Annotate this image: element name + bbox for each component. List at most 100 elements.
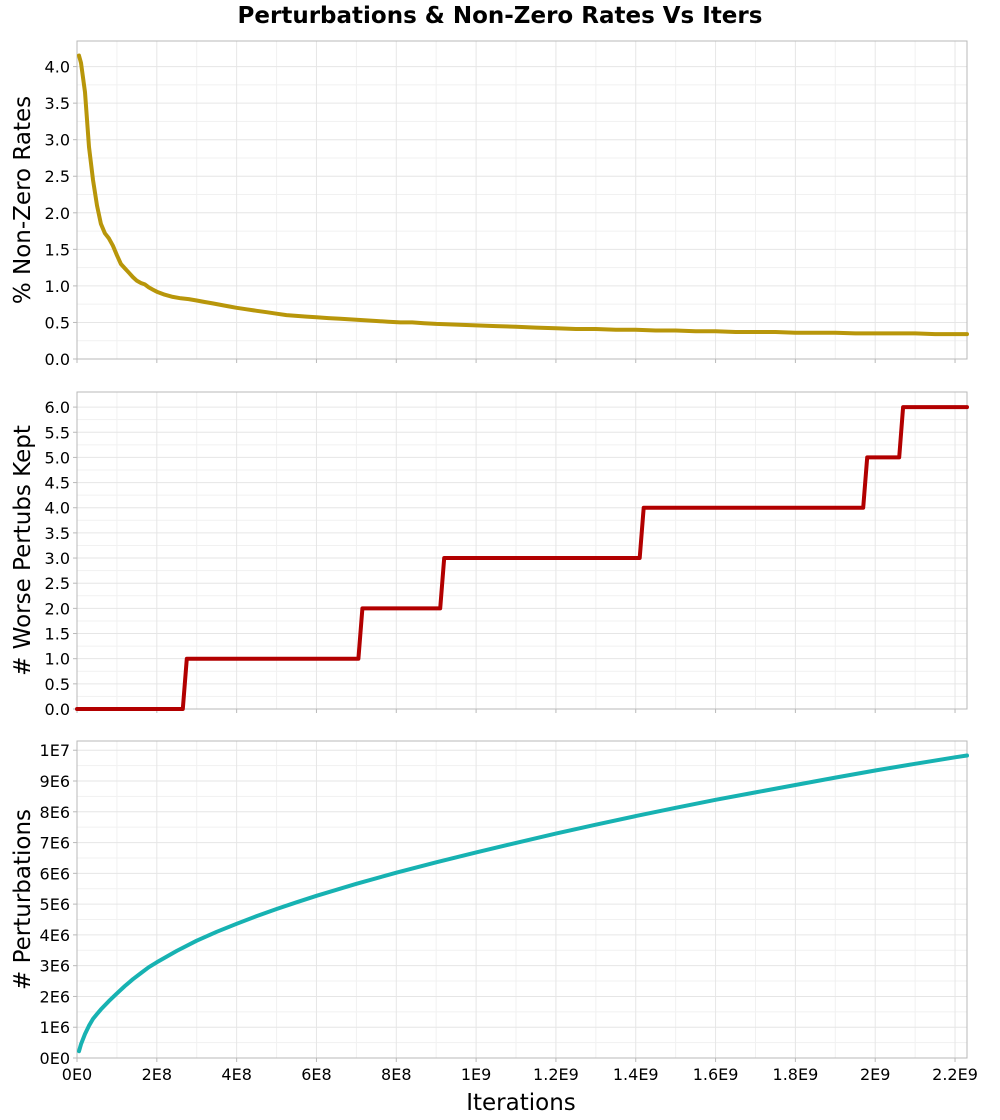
- data-point: [754, 331, 757, 334]
- data-point: [155, 290, 158, 293]
- data-point: [255, 309, 258, 312]
- y-tick-label: 0E0: [40, 1049, 70, 1068]
- data-point: [475, 851, 478, 854]
- x-tick-label: 6E8: [301, 1065, 331, 1084]
- data-point: [654, 329, 657, 332]
- y-tick-label: 8E6: [40, 803, 70, 822]
- y-tick-label: 1.5: [45, 240, 70, 259]
- data-point: [295, 901, 298, 904]
- data-point: [455, 323, 458, 326]
- plot-panels: 0.0 0.5 1.0 1.5 2.0 2.5 3.0 3.5 4.0 % Non-Zero Ra…: [10, 40, 978, 1084]
- y-tick-label: 0.0: [45, 350, 70, 369]
- y-tick-label: 2.0: [45, 204, 70, 223]
- panel-nonzero-rate: 0.0 0.5 1.0 1.5 2.0 2.5 3.0 3.5 4.0 % Non-Zero Ra…: [10, 40, 969, 369]
- data-point: [219, 303, 222, 306]
- data-point: [131, 276, 134, 279]
- data-point: [80, 1043, 83, 1046]
- y-tick-label: 4.5: [45, 474, 70, 493]
- data-point: [554, 832, 557, 835]
- data-point: [185, 657, 188, 660]
- data-point: [914, 332, 917, 335]
- data-point: [423, 322, 426, 325]
- data-point: [107, 1000, 110, 1003]
- data-point: [361, 607, 364, 610]
- data-point: [966, 754, 969, 757]
- data-point: [854, 332, 857, 335]
- x-tick-label: 0E0: [62, 1065, 92, 1084]
- x-tick-label: 2.2E9: [932, 1065, 978, 1084]
- y-tick-label: 2.5: [45, 167, 70, 186]
- data-point: [135, 279, 138, 282]
- data-point: [139, 282, 142, 285]
- data-point: [794, 331, 797, 334]
- data-point: [88, 1024, 91, 1027]
- data-point: [181, 708, 184, 711]
- data-point: [175, 949, 178, 952]
- y-axis-label: # Worse Pertubs Kept: [10, 425, 36, 676]
- data-point: [96, 1013, 99, 1016]
- data-point: [99, 1008, 102, 1011]
- data-point: [475, 324, 478, 327]
- y-tick-label: 1.0: [45, 277, 70, 296]
- y-tick-label: 4.0: [45, 58, 70, 77]
- data-point: [363, 319, 366, 322]
- data-point: [574, 328, 577, 331]
- data-point: [80, 61, 83, 64]
- x-tick-label: 4E8: [221, 1065, 251, 1084]
- data-point: [395, 871, 398, 874]
- y-tick-label: 3.5: [45, 94, 70, 113]
- data-point: [694, 330, 697, 333]
- data-point: [92, 1017, 95, 1020]
- data-point: [115, 254, 118, 257]
- data-point: [235, 306, 238, 309]
- data-point: [245, 308, 248, 311]
- y-axis-label: % Non-Zero Rates: [10, 96, 36, 304]
- data-point: [315, 316, 318, 319]
- data-point: [535, 326, 538, 329]
- data-point: [411, 321, 414, 324]
- y-tick-label: 2.0: [45, 599, 70, 618]
- data-point: [399, 321, 402, 324]
- y-tick-label: 1E7: [40, 741, 70, 760]
- data-point: [375, 320, 378, 323]
- plot-frame: [76, 40, 968, 360]
- data-point: [866, 456, 869, 459]
- y-tick-label: 0.5: [45, 675, 70, 694]
- data-point: [227, 305, 230, 308]
- data-point: [515, 325, 518, 328]
- data-point: [88, 146, 91, 149]
- x-tick-label: 2E9: [860, 1065, 890, 1084]
- x-tick-label: 1.2E9: [533, 1065, 579, 1084]
- series-line-nonzero-rate: [77, 53, 969, 337]
- data-point: [634, 815, 637, 818]
- y-tick-label: 6.0: [45, 398, 70, 417]
- data-point: [255, 915, 258, 918]
- data-point: [111, 244, 114, 247]
- y-tick-label: 4E6: [40, 926, 70, 945]
- y-tick-label: 1.5: [45, 625, 70, 644]
- series-line-perturbations: [77, 753, 969, 1054]
- data-point: [914, 762, 917, 765]
- data-point: [351, 318, 354, 321]
- data-point: [127, 271, 130, 274]
- data-point: [187, 298, 190, 301]
- data-point: [874, 769, 877, 772]
- data-point: [163, 293, 166, 296]
- data-point: [78, 54, 81, 57]
- x-tick-label: 1.4E9: [613, 1065, 659, 1084]
- y-tick-label: 3.0: [45, 549, 70, 568]
- data-point: [898, 456, 901, 459]
- data-point: [814, 331, 817, 334]
- y-axis-label: # Perturbations: [10, 809, 36, 990]
- panel-perturbations: 0E0 1E6 2E6 3E6 4E6 5E6 6E6 7E6 8E6 9E6 1E7 0E0 2E8 4…: [10, 740, 978, 1084]
- data-point: [902, 406, 905, 409]
- data-point: [554, 327, 557, 330]
- data-point: [143, 283, 146, 286]
- data-point: [76, 708, 79, 711]
- data-point: [714, 798, 717, 801]
- plot-frame: [76, 391, 968, 710]
- data-point: [435, 322, 438, 325]
- data-point: [495, 325, 498, 328]
- data-point: [195, 299, 198, 302]
- data-point: [594, 328, 597, 331]
